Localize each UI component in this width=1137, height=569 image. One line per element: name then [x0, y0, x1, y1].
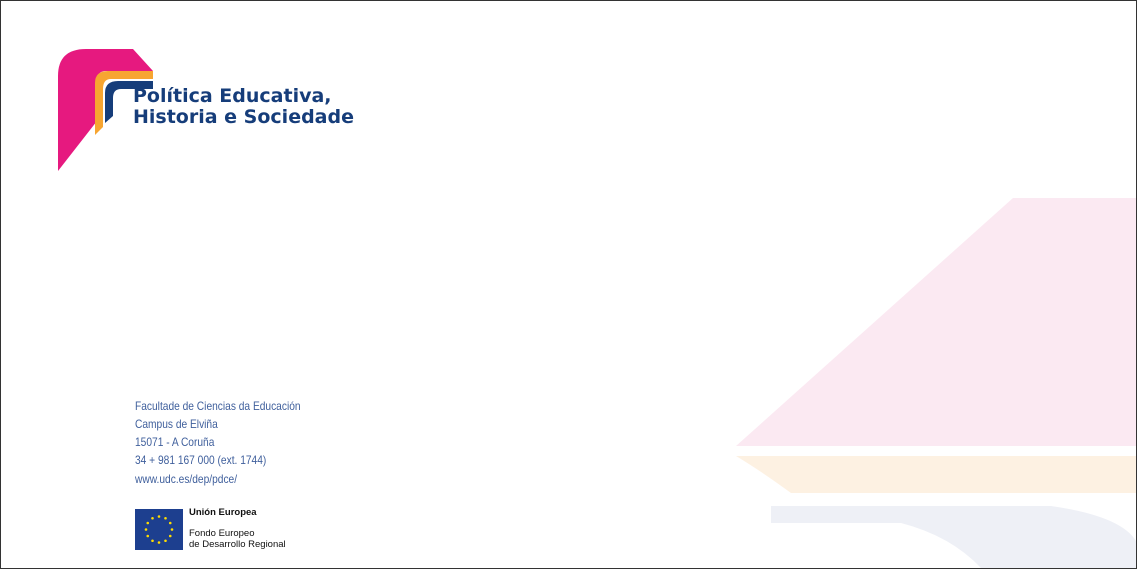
eu-text: Fondo Europeo: [189, 528, 255, 539]
eu-star: [169, 522, 172, 525]
eu-star: [151, 517, 154, 520]
address-line: 15071 - A Coruña: [135, 435, 214, 449]
address-line: www.udc.es/dep/pdce/: [135, 472, 237, 486]
eu-star: [151, 539, 154, 542]
address-line: Campus de Elviña: [135, 417, 218, 431]
bg-shape-pink: [736, 198, 1136, 446]
letterhead: Política Educativa, Historia e Sociedade…: [0, 0, 1137, 569]
eu-star: [169, 535, 172, 538]
eu-star: [164, 517, 167, 520]
eu-star: [164, 539, 167, 542]
logo-title: Historia e Sociedade: [133, 106, 354, 128]
bg-shape-orange: [736, 456, 1136, 493]
address-line: Facultade de Ciencias da Educación: [135, 399, 301, 413]
eu-flag: [135, 509, 183, 550]
eu-star: [146, 522, 149, 525]
eu-star: [145, 528, 148, 531]
eu-text: de Desarrollo Regional: [189, 539, 286, 550]
eu-title: Unión Europea: [189, 507, 257, 518]
address-line: 34 + 981 167 000 (ext. 1744): [135, 453, 266, 467]
eu-star: [171, 528, 174, 531]
logo-title: Política Educativa,: [133, 85, 332, 107]
eu-star: [158, 541, 161, 544]
eu-star: [158, 515, 161, 518]
bg-shape-blue: [771, 506, 1136, 568]
eu-star: [146, 535, 149, 538]
